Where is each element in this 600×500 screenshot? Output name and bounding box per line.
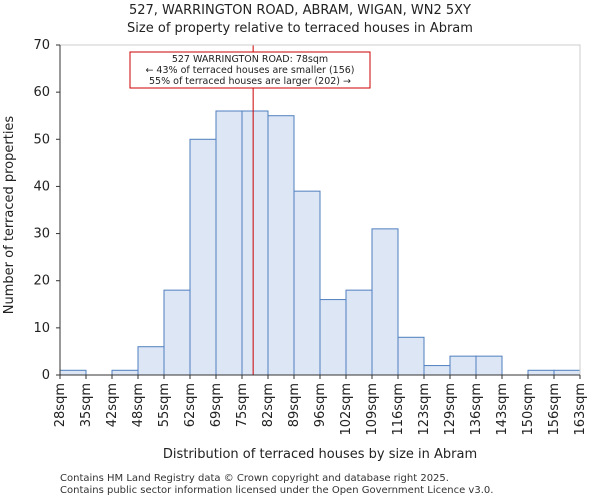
x-axis-label: Distribution of terraced houses by size … — [163, 447, 477, 462]
bar-116sqm — [397, 336, 425, 376]
y-tick-label: 10 — [33, 321, 50, 336]
x-tick-label: 42sqm — [105, 383, 120, 427]
x-tick-label: 109sqm — [365, 383, 380, 436]
y-ticks-group: 0 10 20 30 40 50 60 70 — [33, 38, 60, 383]
bar-55sqm — [163, 289, 191, 376]
bar-136sqm — [475, 355, 503, 376]
y-tick-label: 60 — [33, 85, 50, 100]
y-tick-label: 70 — [33, 38, 50, 53]
x-tick-label: 82sqm — [261, 383, 276, 427]
x-tick-label: 55sqm — [157, 383, 172, 427]
bar-89sqm — [293, 190, 321, 376]
y-tick-label: 30 — [33, 227, 50, 242]
bar-96sqm — [319, 299, 347, 376]
x-tick-label: 62sqm — [183, 383, 198, 427]
bar-156sqm — [553, 369, 581, 376]
bar-42sqm — [111, 369, 139, 376]
y-tick-label: 0 — [42, 368, 50, 383]
bar-150sqm — [527, 369, 555, 376]
x-tick-label: 102sqm — [339, 383, 354, 436]
bar-129sqm — [449, 355, 477, 376]
annotation-box — [129, 51, 371, 89]
chart-title: 527, WARRINGTON ROAD, ABRAM, WIGAN, WN2 … — [129, 3, 471, 18]
y-tick-label: 50 — [33, 132, 50, 147]
x-tick-label: 136sqm — [469, 383, 484, 436]
bar-28sqm — [59, 369, 87, 376]
y-tick-label: 20 — [33, 274, 50, 289]
chart-subtitle: Size of property relative to terraced ho… — [127, 21, 473, 36]
bar-102sqm — [345, 289, 373, 376]
bar-75sqm — [241, 110, 269, 376]
annotation-line-2: ← 43% of terraced houses are smaller (15… — [145, 65, 354, 76]
x-tick-label: 96sqm — [313, 383, 328, 427]
x-tick-label: 75sqm — [235, 383, 250, 427]
footer-line-2: Contains public sector information licen… — [60, 485, 493, 496]
x-tick-label: 123sqm — [417, 383, 432, 436]
annotation-line-3: 55% of terraced houses are larger (202) … — [149, 76, 351, 87]
bar-123sqm — [423, 365, 451, 376]
annotation-line-1: 527 WARRINGTON ROAD: 78sqm — [172, 54, 328, 65]
bar-109sqm — [371, 228, 399, 376]
x-tick-label: 48sqm — [131, 383, 146, 427]
x-tick-label: 163sqm — [573, 383, 588, 436]
y-axis-label: Number of terraced properties — [2, 116, 17, 315]
marker-group: 527 WARRINGTON ROAD: 78sqm← 43% of terra… — [129, 45, 371, 375]
bars-group — [59, 110, 581, 376]
x-tick-label: 35sqm — [79, 383, 94, 427]
x-tick-label: 129sqm — [443, 383, 458, 436]
x-ticks-group: 28sqm 35sqm 42sqm 48sqm 55sqm 62sqm 69sqm 75sqm… — [53, 375, 588, 436]
x-tick-label: 116sqm — [391, 383, 406, 436]
bar-69sqm — [215, 110, 243, 376]
x-tick-label: 156sqm — [547, 383, 562, 436]
x-tick-label: 143sqm — [495, 383, 510, 436]
bar-62sqm — [189, 138, 217, 376]
y-tick-label: 40 — [33, 179, 50, 194]
bar-82sqm — [267, 115, 295, 376]
x-tick-label: 89sqm — [287, 383, 302, 427]
x-tick-label: 28sqm — [53, 383, 68, 427]
bar-48sqm — [137, 346, 165, 376]
x-tick-label: 150sqm — [521, 383, 536, 436]
footer-line-1: Contains HM Land Registry data © Crown c… — [60, 473, 449, 484]
x-tick-label: 69sqm — [209, 383, 224, 427]
